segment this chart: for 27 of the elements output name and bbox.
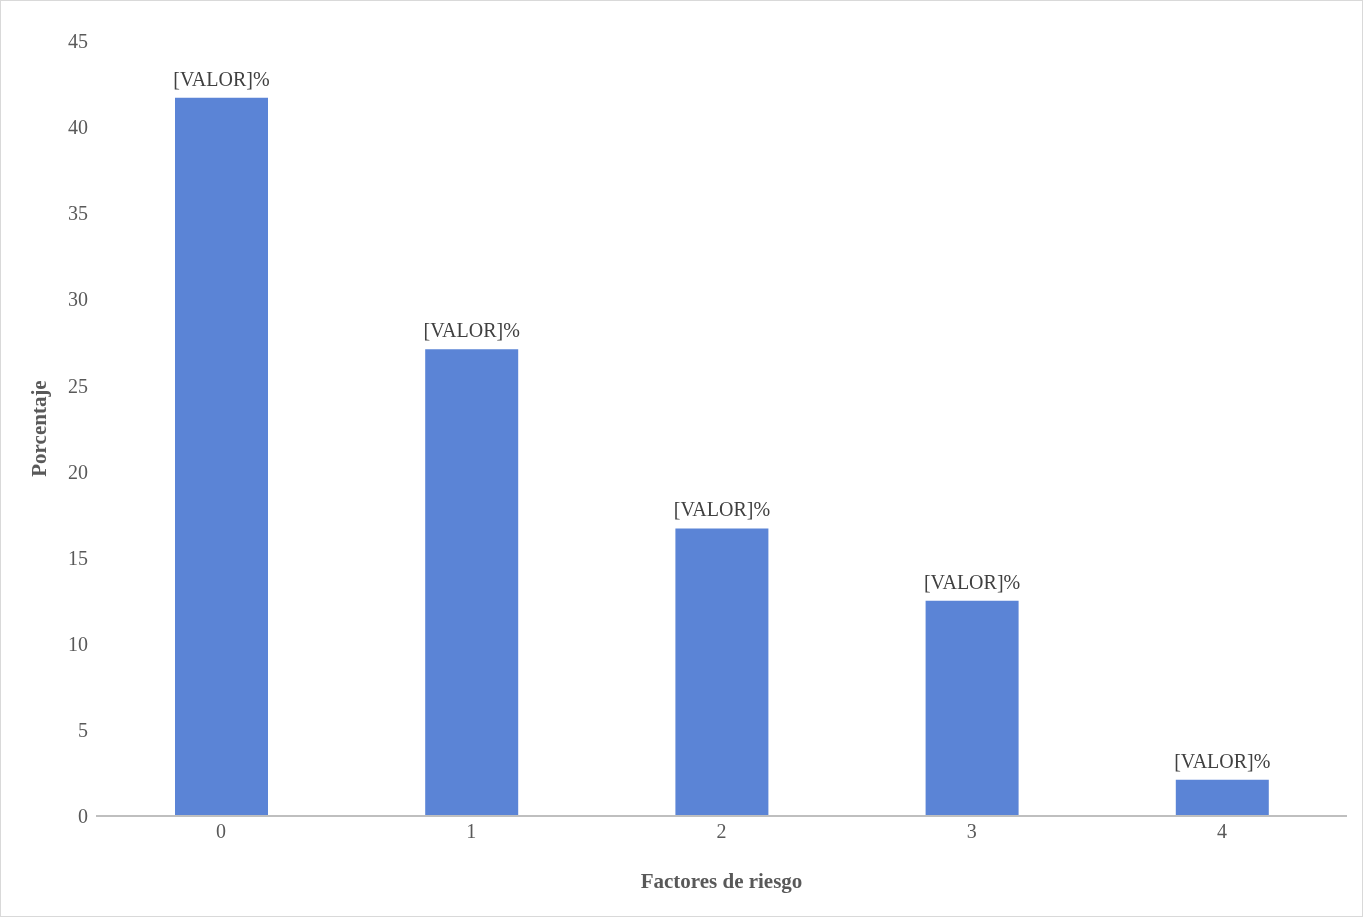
- y-tick-label: 25: [68, 374, 88, 397]
- y-tick-label: 40: [68, 116, 88, 139]
- y-tick-label: 30: [68, 288, 88, 311]
- data-label: [VALOR]%: [1174, 749, 1271, 772]
- x-tick-label: 1: [466, 820, 477, 843]
- x-axis-title: Factores de riesgo: [640, 869, 803, 893]
- x-tick-label: 3: [966, 820, 977, 843]
- y-tick-label: 35: [68, 202, 88, 225]
- bar: [925, 600, 1019, 816]
- x-tick-label: 2: [716, 820, 727, 843]
- bar: [675, 528, 769, 816]
- x-tick-label: 4: [1216, 820, 1227, 843]
- y-tick-label: 10: [68, 632, 88, 655]
- data-label: [VALOR]%: [923, 570, 1021, 593]
- y-axis-title: Porcentaje: [27, 380, 52, 477]
- y-tick-label: 5: [78, 718, 88, 741]
- y-tick-label: 45: [68, 30, 88, 53]
- y-tick-label: 15: [68, 546, 88, 569]
- bar: [425, 349, 519, 816]
- data-label: [VALOR]%: [423, 319, 520, 342]
- y-tick-label: 20: [68, 460, 88, 483]
- data-label: [VALOR]%: [173, 67, 270, 90]
- data-label: [VALOR]%: [673, 498, 771, 521]
- y-tick-label: 0: [78, 805, 88, 828]
- x-tick-label: 0: [216, 820, 227, 843]
- bar: [1175, 779, 1269, 816]
- bar: [175, 97, 268, 816]
